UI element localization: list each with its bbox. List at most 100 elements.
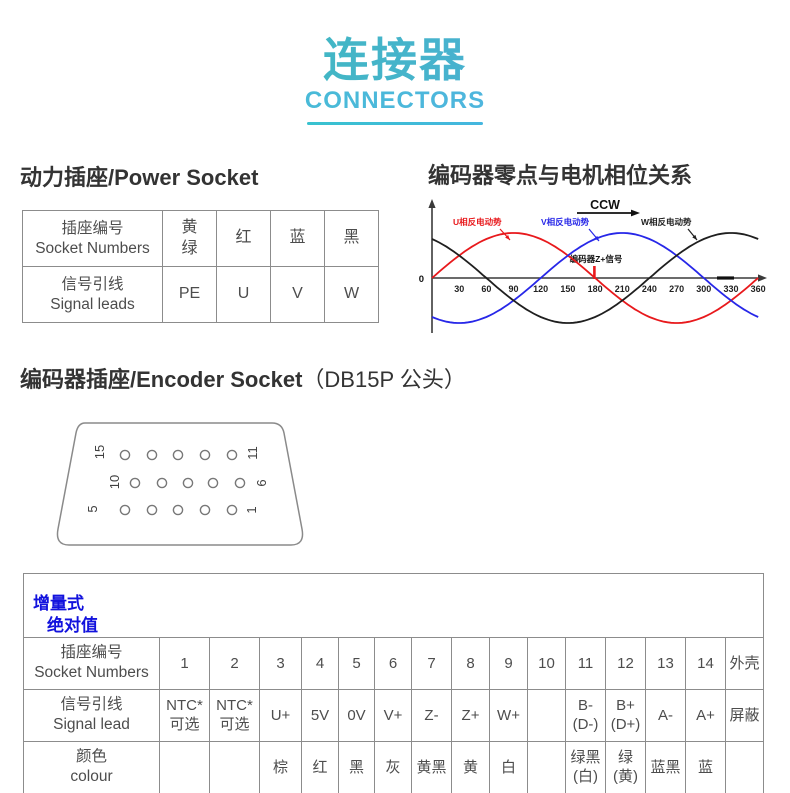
encoder-table-tabs-cell: 增量式 绝对值 [23,573,764,638]
pin-hole [199,504,211,516]
encoder-heading-sub: （DB15P 公头） [302,367,466,392]
table-cell [725,740,764,793]
series-label-arrowhead-icon [594,235,599,241]
table-cell: 5 [338,636,375,690]
phase-curve-2 [431,232,759,324]
x-axis-arrow-icon [758,274,767,282]
origin-label: 0 [419,274,424,285]
table-cell: 灰 [374,740,412,793]
pin-hole [182,477,194,489]
x-tick-label: 210 [615,284,630,294]
table-cell: Z- [411,688,452,742]
table-cell: 12 [605,636,646,690]
table-cell: W [324,266,379,323]
table-cell: 3 [259,636,302,690]
pin-hole [146,504,158,516]
table-cell: 棕 [259,740,302,793]
encoder-heading-main: 编码器插座/Encoder Socket [20,367,303,392]
pin-number-label: 1 [244,506,259,513]
series-label-arrowhead-icon [505,234,510,240]
pin-hole [129,477,141,489]
table-cell: 黑 [338,740,375,793]
table-cell: NTC* 可选 [159,688,210,742]
table-cell: 屏蔽 [725,688,764,742]
x-tick-label: 330 [723,284,738,294]
table-cell: 蓝 [270,210,325,267]
ccw-label: CCW [590,198,620,212]
row-label: 插座编号 Socket Numbers [23,636,160,690]
table-cell: PE [162,266,217,323]
table-cell: 0V [338,688,375,742]
table-cell [527,740,566,793]
table-cell: B+ (D+) [605,688,646,742]
table-cell: U [216,266,271,323]
table-cell: 9 [489,636,528,690]
table-cell: 蓝黑 [645,740,686,793]
series-label: V相反电动势 [541,217,590,227]
table-cell: 黑 [324,210,379,267]
tab-incremental[interactable]: 增量式 [33,594,84,614]
table-cell: A+ [685,688,726,742]
table-cell: 11 [565,636,606,690]
pin-hole [234,477,246,489]
table-cell: 红 [301,740,339,793]
power-socket-heading: 动力插座/Power Socket [20,165,259,190]
x-tick-label: 360 [751,284,766,294]
table-cell: 13 [645,636,686,690]
table-cell: 14 [685,636,726,690]
table-cell: 黄 [451,740,490,793]
table-cell: 1 [159,636,210,690]
title-underline [307,122,483,125]
x-tick-label: 60 [481,284,491,294]
x-tick-label: 300 [696,284,711,294]
page-subtitle: CONNECTORS [0,87,790,115]
pin-hole [226,449,238,461]
pin-number-label: 5 [85,505,100,512]
x-tick-label: 30 [454,284,464,294]
table-cell: W+ [489,688,528,742]
table-cell [209,740,260,793]
pin-hole [156,477,168,489]
pin-hole [172,504,184,516]
table-cell: V [270,266,325,323]
table-cell: 绿 (黄) [605,740,646,793]
pin-number-label: 15 [92,445,107,459]
table-cell: 白 [489,740,528,793]
row-label: 插座编号 Socket Numbers [22,210,163,267]
pin-hole [207,477,219,489]
table-cell: NTC* 可选 [209,688,260,742]
table-cell [527,688,566,742]
z-marker-label: 编码器Z+信号 [570,254,623,264]
x-tick-label: 180 [588,284,603,294]
table-cell: U+ [259,688,302,742]
ccw-arrow-icon [631,209,640,217]
pin-hole [199,449,211,461]
table-cell: 5V [301,688,339,742]
table-cell: 8 [451,636,490,690]
pin-hole [119,504,131,516]
pin-number-label: 6 [254,479,269,486]
tab-absolute[interactable]: 绝对值 [47,615,98,635]
pin-hole [146,449,158,461]
table-cell: 红 [216,210,271,267]
encoder-socket-heading: 编码器插座/Encoder Socket（DB15P 公头） [20,362,466,394]
table-cell: 蓝 [685,740,726,793]
table-cell: 6 [374,636,412,690]
row-label: 信号引线 Signal leads [22,266,163,323]
power-socket-table: 插座编号 Socket Numbers 黄 绿红蓝黑信号引线 Signal lea… [22,210,379,323]
x-tick-label: 150 [560,284,575,294]
table-cell: B- (D-) [565,688,606,742]
pin-number-label: 11 [245,446,260,460]
series-label-arrowhead-icon [692,234,697,240]
x-tick-label: 270 [669,284,684,294]
series-label: W相反电动势 [641,217,692,227]
phase-curve-1 [431,232,759,324]
row-label: 颜色 colour [23,740,160,793]
table-cell: 绿黑 (白) [565,740,606,793]
table-cell: A- [645,688,686,742]
table-cell: 7 [411,636,452,690]
table-cell: 2 [209,636,260,690]
y-axis-arrow-icon [428,199,436,208]
x-tick-label: 90 [508,284,518,294]
